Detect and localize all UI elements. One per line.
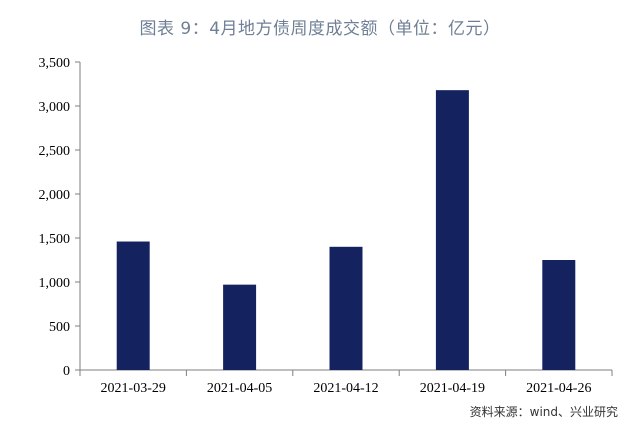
y-tick-label: 1,000	[39, 276, 71, 291]
source-note: 资料来源：wind、兴业研究	[469, 405, 618, 419]
bar	[435, 90, 469, 370]
bar	[329, 246, 363, 370]
bar	[116, 241, 150, 370]
bars	[116, 90, 576, 370]
chart-title: 图表 9：4月地方债周度成交额（单位：亿元）	[139, 19, 501, 39]
y-tick-label: 2,500	[39, 144, 71, 159]
x-tick-label: 2021-04-12	[313, 381, 378, 396]
bar	[223, 284, 257, 370]
x-axis: 2021-03-29 2021-04-05 2021-04-12 2021-04-19…	[79, 369, 613, 396]
y-tick-label: 2,000	[39, 188, 71, 203]
y-tick-label: 3,500	[39, 56, 71, 71]
x-tick-label: 2021-03-29	[101, 381, 166, 396]
y-axis: 0 500 1,000 1,500 2,000 2,500 3,000 3,500	[39, 56, 81, 379]
y-tick-label: 3,000	[39, 100, 71, 115]
bar	[542, 260, 576, 370]
x-tick-label: 2021-04-19	[420, 381, 485, 396]
y-tick-label: 500	[49, 320, 70, 335]
x-tick-label: 2021-04-26	[526, 381, 591, 396]
y-tick-label: 1,500	[39, 232, 71, 247]
x-tick-label: 2021-04-05	[207, 381, 272, 396]
y-tick-label: 0	[63, 364, 70, 379]
